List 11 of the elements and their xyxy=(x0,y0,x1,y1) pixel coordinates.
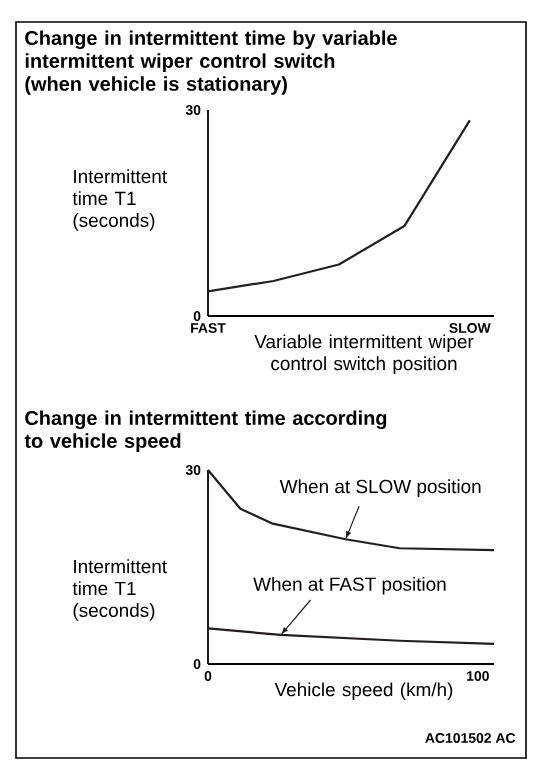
line-series xyxy=(206,119,471,293)
line-series xyxy=(206,468,496,552)
line-series xyxy=(206,627,496,646)
series-label: When at SLOW position xyxy=(279,479,481,497)
x-axis-title: Vehicle speed (km/h) xyxy=(274,682,453,701)
x-axis-title: Variable intermittent wiper control switch position xyxy=(254,334,474,374)
y-axis-title: Intermittent time T1 (seconds) xyxy=(72,169,167,231)
series-label: When at FAST position xyxy=(253,576,446,595)
chart-title: Change in intermittent time according to vehicle speed xyxy=(24,410,387,452)
y-axis-title: Intermittent time T1 (seconds) xyxy=(72,559,167,621)
chart-title: Change in intermittent time by variable intermittent wiper control switch (when vehicle is stationary) xyxy=(25,30,397,95)
